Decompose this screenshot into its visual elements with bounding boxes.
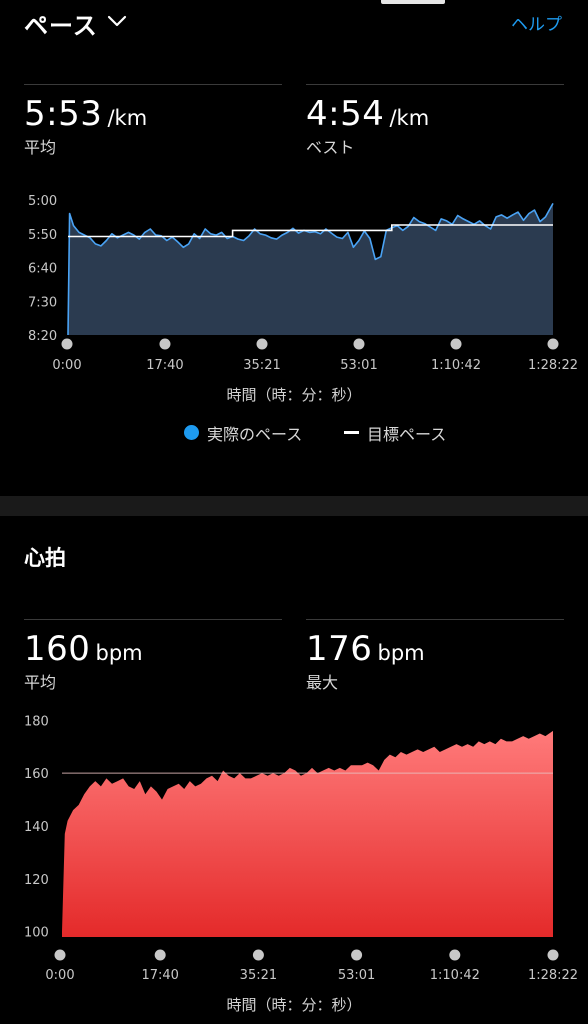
hr-y-tick-label: 140 bbox=[24, 820, 49, 835]
hr-timeline-marker bbox=[547, 949, 559, 961]
hr-x-tick-label: 17:40 bbox=[141, 968, 178, 983]
best-pace-unit: /km bbox=[389, 106, 430, 130]
pace-x-tick-label: 0:00 bbox=[52, 358, 81, 373]
max-hr-label: 最大 bbox=[306, 673, 339, 692]
divider bbox=[306, 619, 564, 620]
avg-hr-unit: bpm bbox=[95, 641, 143, 665]
pace-x-tick-label: 35:21 bbox=[243, 358, 280, 373]
hr-y-tick-label: 180 bbox=[24, 715, 49, 729]
page-title[interactable]: ペース bbox=[24, 12, 98, 40]
target-pace-line bbox=[68, 224, 553, 238]
max-hr-unit: bpm bbox=[377, 641, 425, 665]
hr-x-axis-title: 時間（時：分：秒） bbox=[226, 996, 362, 1014]
hr-timeline-marker bbox=[351, 949, 363, 961]
hr-x-tick-label: 53:01 bbox=[338, 968, 375, 983]
pace-timeline-marker bbox=[450, 338, 462, 350]
max-hr-value: 176 bbox=[306, 629, 373, 669]
pace-timeline-marker bbox=[256, 338, 268, 350]
pace-area bbox=[68, 203, 553, 335]
hr-timeline-marker bbox=[449, 949, 461, 961]
pace-y-tick-label: 7:30 bbox=[28, 295, 57, 310]
hr-y-tick-label: 100 bbox=[24, 926, 49, 941]
hr-x-tick-label: 35:21 bbox=[240, 968, 277, 983]
pace-y-tick-label: 5:00 bbox=[28, 194, 57, 209]
divider bbox=[306, 84, 564, 85]
pace-y-tick-label: 6:40 bbox=[28, 262, 57, 277]
avg-hr-value: 160 bbox=[24, 629, 91, 669]
best-pace-stat: 4:54 /km bbox=[306, 94, 429, 134]
pace-x-axis-title: 時間（時：分：秒） bbox=[226, 386, 362, 404]
white-dash-icon bbox=[344, 431, 359, 434]
max-hr-stat: 176 bpm bbox=[306, 629, 425, 669]
pace-x-tick-label: 53:01 bbox=[340, 358, 377, 373]
avg-hr-stat: 160 bpm bbox=[24, 629, 143, 669]
top-tab-indicator bbox=[381, 0, 445, 4]
hr-timeline-marker bbox=[252, 949, 264, 961]
avg-pace-stat: 5:53 /km bbox=[24, 94, 147, 134]
hr-x-tick-label: 1:28:22 bbox=[528, 968, 578, 983]
pace-timeline-marker bbox=[61, 338, 73, 350]
best-pace-value: 4:54 bbox=[306, 94, 385, 134]
avg-pace-label: 平均 bbox=[24, 138, 57, 157]
heart-rate-section-title: 心拍 bbox=[24, 546, 66, 570]
pace-x-tick-label: 1:10:42 bbox=[431, 358, 481, 373]
pace-timeline-marker bbox=[353, 338, 365, 350]
pace-chart: 5:00 5:50 6:40 7:30 8:20 0:00 17:40 35:21 53:01 1… bbox=[28, 194, 578, 373]
hr-timeline-marker bbox=[54, 949, 66, 961]
avg-pace-value: 5:53 bbox=[24, 94, 103, 134]
hr-area bbox=[62, 730, 553, 937]
pace-timeline-marker bbox=[159, 338, 171, 350]
pace-y-tick-label: 5:50 bbox=[28, 228, 57, 243]
pace-x-tick-label: 17:40 bbox=[146, 358, 183, 373]
avg-hr-label: 平均 bbox=[24, 673, 57, 692]
best-pace-label: ベスト bbox=[306, 138, 355, 157]
pace-y-tick-label: 8:20 bbox=[28, 329, 57, 344]
section-separator bbox=[0, 496, 588, 516]
pace-x-tick-label: 1:28:22 bbox=[528, 358, 578, 373]
divider bbox=[24, 84, 282, 85]
blue-dot-icon bbox=[184, 425, 199, 440]
avg-pace-unit: /km bbox=[107, 106, 148, 130]
hr-y-tick-label: 120 bbox=[24, 873, 49, 888]
hr-x-tick-label: 1:10:42 bbox=[430, 968, 480, 983]
help-link[interactable]: ヘルプ bbox=[511, 15, 562, 35]
pace-line bbox=[67, 203, 554, 336]
hr-y-tick-label: 160 bbox=[24, 767, 49, 782]
legend-actual-pace: 実際のペース bbox=[207, 425, 303, 444]
legend-target-pace: 目標ペース bbox=[367, 425, 447, 444]
divider bbox=[24, 619, 282, 620]
pace-timeline-marker bbox=[547, 338, 559, 350]
hr-timeline-marker bbox=[154, 949, 166, 961]
heart-rate-chart: 180 160 140 120 100 0:00 17:40 35:21 53:01 1:10:4… bbox=[24, 715, 578, 983]
chevron-down-icon[interactable] bbox=[104, 10, 130, 32]
hr-x-tick-label: 0:00 bbox=[45, 968, 74, 983]
